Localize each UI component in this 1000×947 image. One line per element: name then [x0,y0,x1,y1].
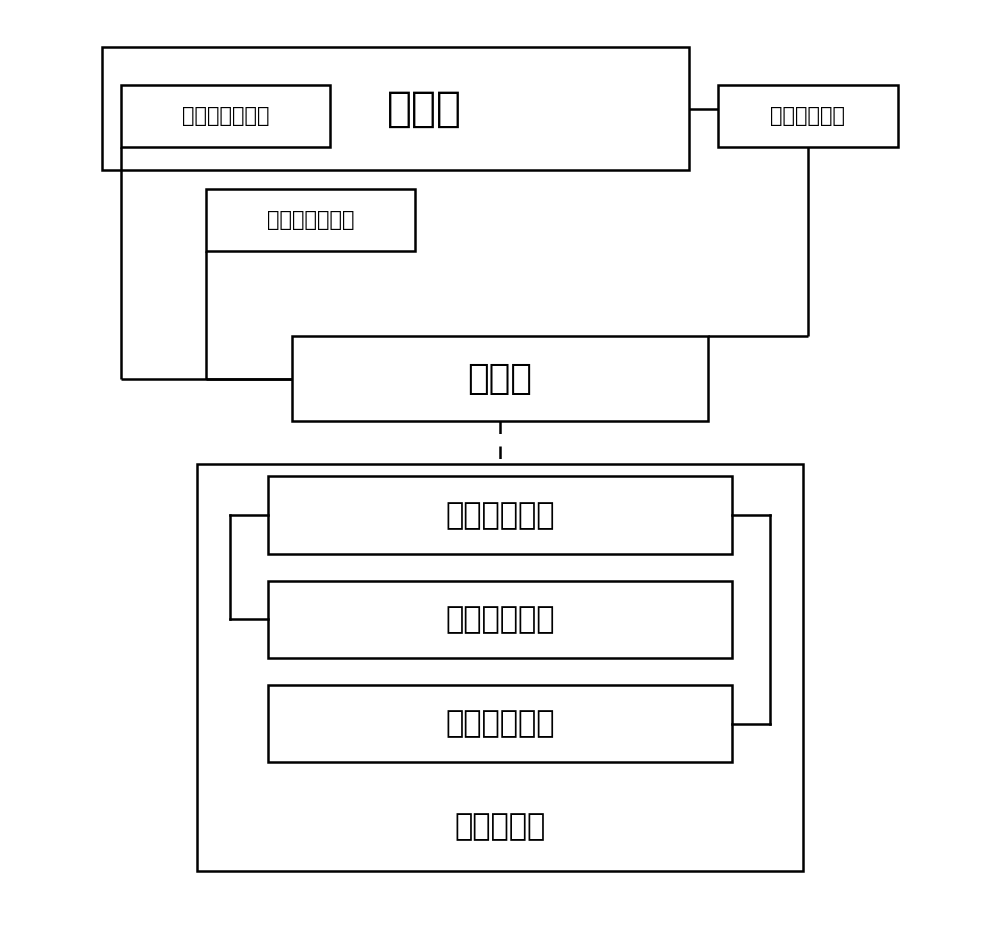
Text: 远程服务器: 远程服务器 [454,813,546,841]
Text: 容量计算单元: 容量计算单元 [770,106,845,126]
Text: 控制器: 控制器 [468,362,532,396]
Text: 第一温度传感器: 第一温度传感器 [182,106,269,126]
FancyBboxPatch shape [206,189,415,251]
FancyBboxPatch shape [718,85,898,147]
FancyBboxPatch shape [102,47,689,170]
Text: 锂电池: 锂电池 [387,88,462,130]
FancyBboxPatch shape [121,85,330,147]
Text: 第二温度传感器: 第二温度传感器 [267,210,354,230]
Text: 寿命预测模型: 寿命预测模型 [445,501,555,529]
FancyBboxPatch shape [268,581,732,658]
FancyBboxPatch shape [268,476,732,554]
Text: 自我升级模块: 自我升级模块 [445,709,555,738]
Text: 反馈奖励单元: 反馈奖励单元 [445,605,555,634]
FancyBboxPatch shape [292,336,708,421]
FancyBboxPatch shape [268,685,732,762]
FancyBboxPatch shape [197,464,803,871]
